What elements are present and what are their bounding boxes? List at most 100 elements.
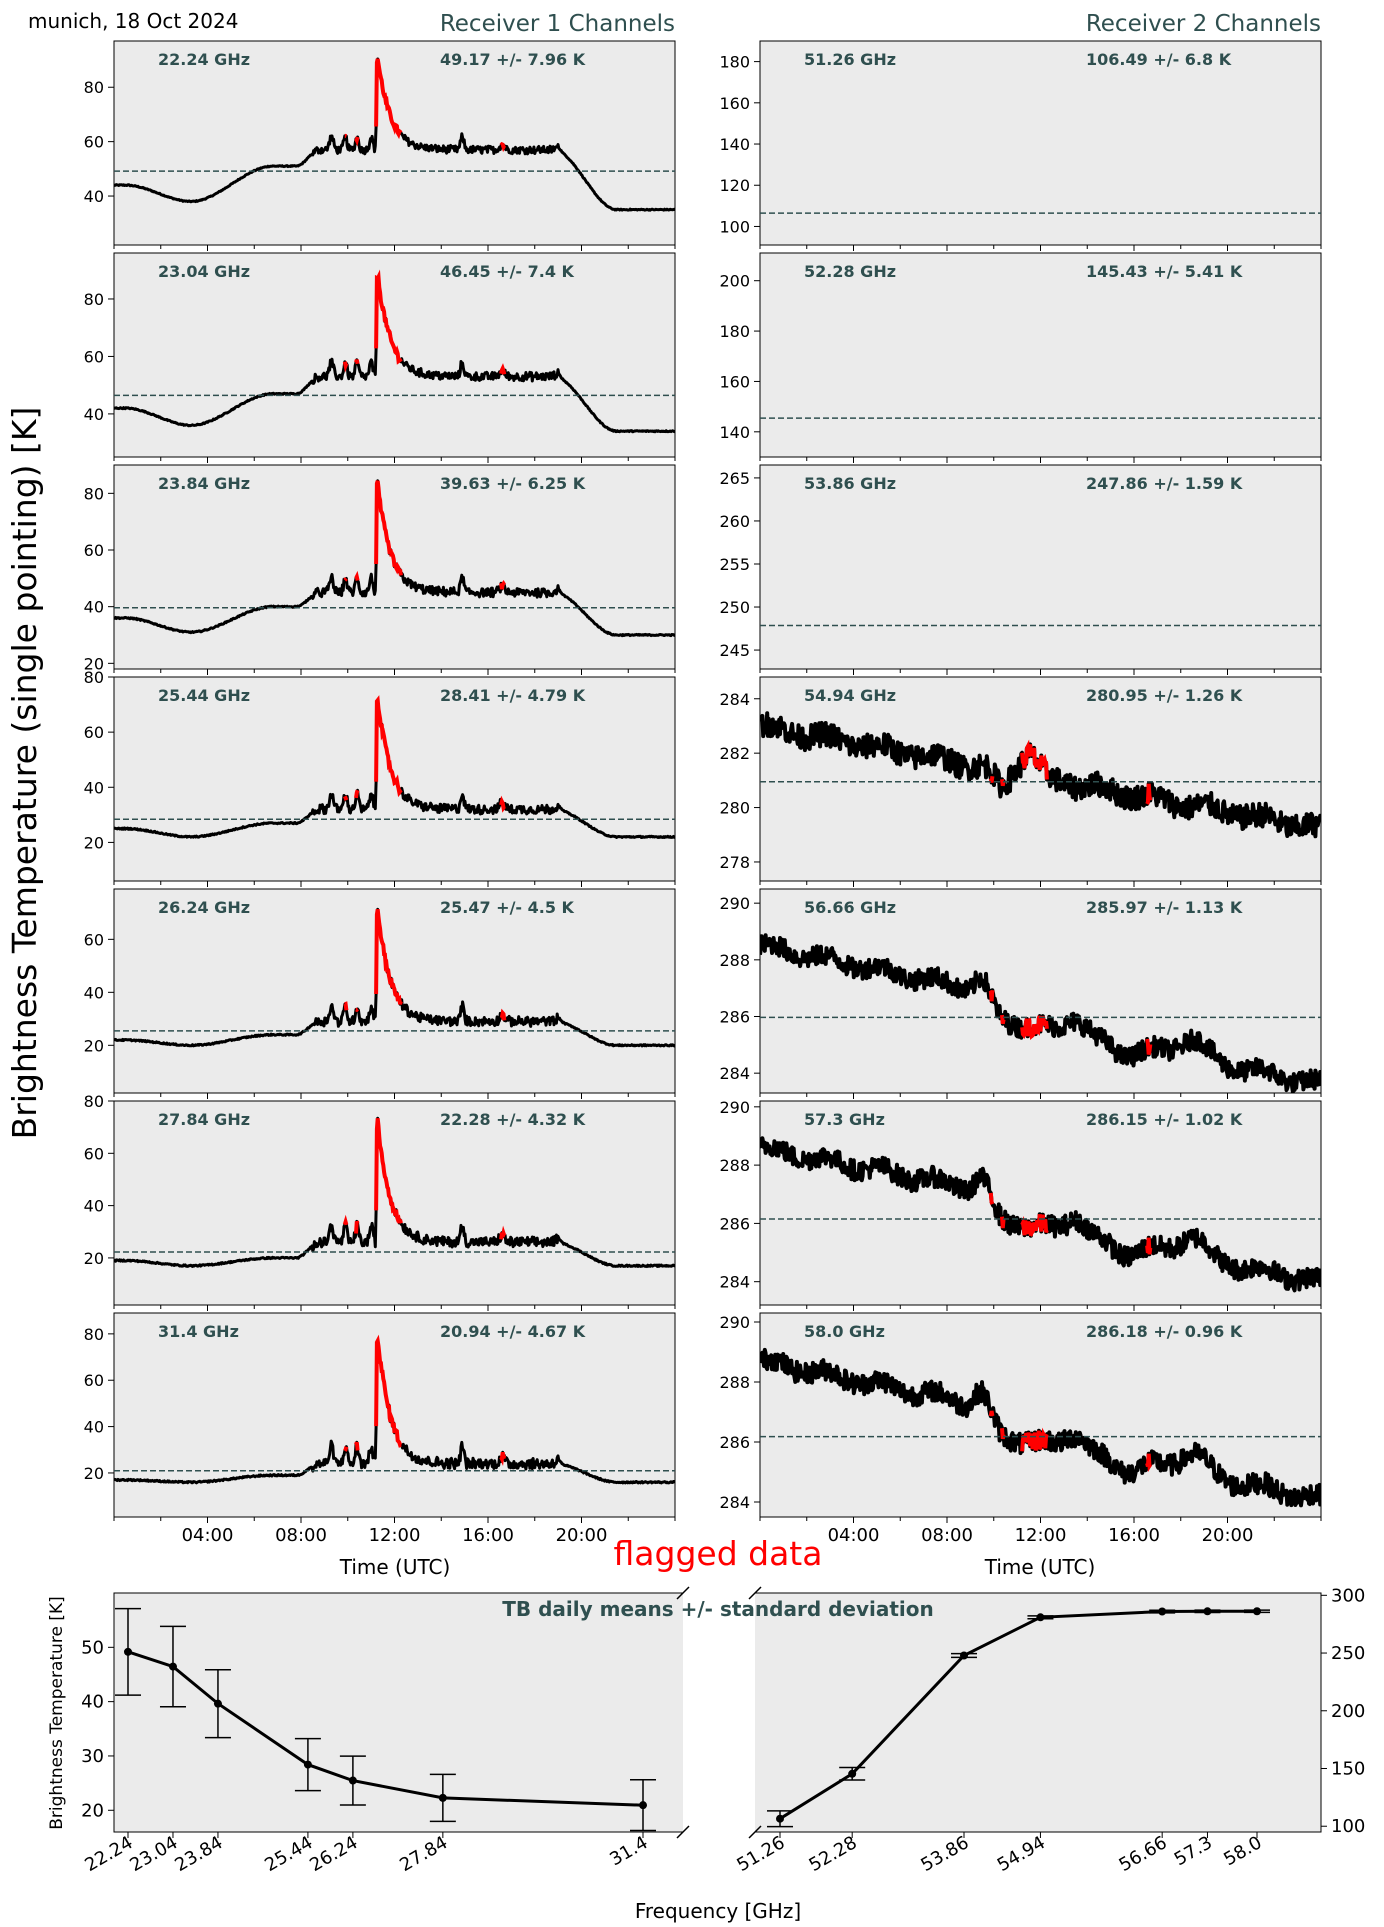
- y-tick-label: 284: [719, 1064, 750, 1083]
- stats-label: 106.49 +/- 6.8 K: [1086, 50, 1232, 69]
- trace-group: [114, 1334, 675, 1485]
- flagged-trace: [344, 58, 507, 153]
- frequency-label: 25.44 GHz: [158, 686, 250, 705]
- frequency-label: 22.24 GHz: [158, 50, 250, 69]
- frequency-label: 54.94 GHz: [804, 686, 896, 705]
- receiver2-mean-point: [1253, 1607, 1261, 1616]
- y-tick-label: 200: [719, 272, 750, 291]
- stats-label: 286.18 +/- 0.96 K: [1086, 1322, 1243, 1341]
- panel-frame: [759, 676, 1322, 882]
- right-y-tick-label: 250: [1331, 1643, 1365, 1664]
- x-tick-label: 20:00: [556, 1525, 608, 1546]
- y-tick-label: 284: [719, 1493, 750, 1512]
- y-tick-label: 40: [84, 598, 104, 617]
- y-tick-label: 40: [84, 405, 104, 424]
- receiver1-mean-point: [124, 1647, 132, 1656]
- left-y-tick-label: 40: [81, 1692, 104, 1713]
- trace-group: [760, 1347, 1321, 1508]
- y-tick-label: 290: [719, 1313, 750, 1332]
- y-tick-label: 60: [84, 133, 104, 152]
- frequency-label: 53.86 GHz: [804, 474, 896, 493]
- stats-label: 280.95 +/- 1.26 K: [1086, 686, 1243, 705]
- receiver1-x-tick-label: 22.24: [81, 1832, 136, 1876]
- summary-left-frame: [113, 1592, 683, 1833]
- frequency-label: 23.04 GHz: [158, 262, 250, 281]
- left-y-tick-label: 20: [81, 1800, 104, 1821]
- right-y-tick-label: 200: [1331, 1701, 1365, 1722]
- receiver1-x-tick-label: 31.4: [606, 1832, 651, 1870]
- trace-group: [114, 269, 675, 434]
- flagged-trace: [343, 1334, 507, 1467]
- flagged-trace: [342, 1118, 507, 1240]
- panel-frame: [113, 1100, 676, 1306]
- y-tick-label: 284: [719, 690, 750, 709]
- y-tick-label: 100: [719, 217, 750, 236]
- main-y-axis-label: Brightness Temperature (single pointing)…: [5, 407, 44, 1140]
- receiver2-mean-point: [1158, 1607, 1167, 1616]
- y-tick-label: 20: [84, 833, 104, 852]
- y-tick-label: 80: [84, 1092, 104, 1111]
- panel-frame: [113, 252, 676, 458]
- y-tick-label: 60: [84, 1371, 104, 1390]
- stats-label: 285.97 +/- 1.13 K: [1086, 898, 1243, 917]
- receiver2-mean-point: [960, 1651, 969, 1660]
- y-tick-label: 80: [84, 484, 104, 503]
- x-tick-label: 04:00: [828, 1525, 880, 1546]
- stats-label: 49.17 +/- 7.96 K: [440, 50, 586, 69]
- axis-break-marker: [748, 1825, 762, 1839]
- receiver1-x-tick-label: 23.84: [171, 1832, 226, 1876]
- frequency-label: 51.26 GHz: [804, 50, 896, 69]
- stats-label: 25.47 +/- 4.5 K: [440, 898, 575, 917]
- trace-group: [114, 57, 675, 212]
- stats-label: 20.94 +/- 4.67 K: [440, 1322, 586, 1341]
- stats-label: 247.86 +/- 1.59 K: [1086, 474, 1243, 493]
- receiver2-x-tick-label: 58.0: [1220, 1832, 1265, 1870]
- y-tick-label: 120: [719, 176, 750, 195]
- right-y-tick-label: 100: [1331, 1816, 1365, 1837]
- y-tick-label: 288: [719, 1373, 750, 1392]
- receiver2-x-axis-label: Time (UTC): [984, 1555, 1096, 1579]
- axis-break-marker: [676, 1586, 690, 1600]
- summary-left-bg: [114, 1593, 683, 1832]
- y-tick-label: 20: [84, 1036, 104, 1055]
- y-tick-label: 20: [84, 1464, 104, 1483]
- time-series-panels: 40 60 80 22.24 GHz 49.17 +/- 7.96 K 40 60 80 23.…: [84, 40, 1322, 1546]
- flagged-trace: [988, 1192, 1153, 1255]
- channel-panel: 245 250 255 260 265 53.86 GHz 247.86 +/- 1.59 …: [719, 464, 1322, 675]
- flagged-trace: [342, 269, 507, 375]
- receiver1-mean-point: [213, 1699, 222, 1708]
- y-tick-label: 140: [719, 135, 750, 154]
- panel-frame: [759, 252, 1322, 458]
- summary-title: TB daily means +/- standard deviation: [502, 1597, 934, 1621]
- y-tick-label: 160: [719, 94, 750, 113]
- y-tick-label: 286: [719, 1433, 750, 1452]
- frequency-label: 52.28 GHz: [804, 262, 896, 281]
- receiver2-x-tick-label: 53.86: [917, 1832, 972, 1876]
- channel-panel: 20 40 60 80 23.84 GHz 39.63 +/- 6.25 K: [84, 464, 676, 675]
- x-tick-label: 04:00: [182, 1525, 234, 1546]
- channel-panel: 284 286 288 290 04:00 08:00 12:00 16:00 20:00 58.…: [719, 1312, 1322, 1546]
- site-date-label: munich, 18 Oct 2024: [28, 9, 238, 33]
- receiver2-x-tick-label: 51.26: [733, 1832, 788, 1876]
- receiver1-x-axis-label: Time (UTC): [339, 1555, 451, 1579]
- receiver2-x-tick-label: 52.28: [806, 1832, 861, 1876]
- receiver2-x-tick-label: 56.66: [1116, 1832, 1171, 1876]
- stats-label: 145.43 +/- 5.41 K: [1086, 262, 1243, 281]
- receiver2-mean-point: [776, 1814, 784, 1823]
- receiver1-x-tick-label: 26.24: [306, 1832, 361, 1876]
- y-tick-label: 40: [84, 1418, 104, 1437]
- x-tick-label: 08:00: [275, 1525, 327, 1546]
- y-tick-label: 60: [84, 930, 104, 949]
- y-tick-label: 180: [719, 322, 750, 341]
- x-tick-label: 16:00: [462, 1525, 514, 1546]
- x-tick-label: 12:00: [1015, 1525, 1067, 1546]
- y-tick-label: 288: [719, 951, 750, 970]
- y-tick-label: 20: [84, 654, 104, 673]
- trace-group: [760, 711, 1321, 839]
- y-tick-label: 80: [84, 668, 104, 687]
- trace-group: [114, 695, 675, 839]
- channel-panel: 20 40 60 26.24 GHz 25.47 +/- 4.5 K: [84, 888, 676, 1099]
- channel-panel: 40 60 80 22.24 GHz 49.17 +/- 7.96 K: [84, 40, 676, 251]
